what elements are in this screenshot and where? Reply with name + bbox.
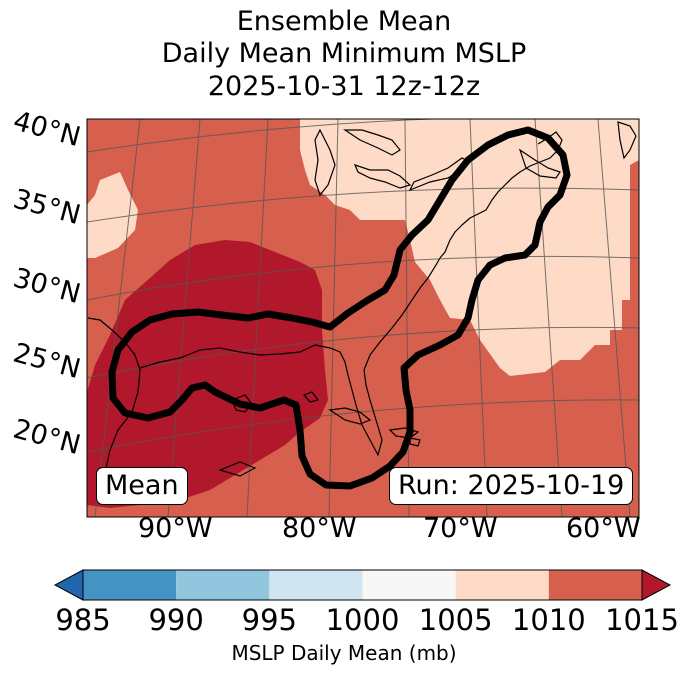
colorbar-tick-label: 1000 xyxy=(325,603,400,637)
map-frame xyxy=(86,118,640,518)
colorbar-tick-label: 1010 xyxy=(511,603,586,637)
map-panel xyxy=(86,118,640,518)
colorbar-bin-1000-1005 xyxy=(362,570,456,600)
lon-label-70w: 70°W xyxy=(423,513,498,544)
colorbar-tick-label: 1005 xyxy=(418,603,493,637)
chart-title-line-1: Ensemble Mean xyxy=(236,6,452,37)
run-date-box: Run: 2025-10-19 xyxy=(389,467,634,505)
colorbar-bin-990-995 xyxy=(176,570,270,600)
colorbar-tick-label: 1015 xyxy=(605,603,679,637)
chart-title-line-3: 2025-10-31 12z-12z xyxy=(207,71,481,102)
minimum-mslp-contour xyxy=(108,126,571,490)
colorbar xyxy=(53,569,672,601)
colorbar-tick-label: 985 xyxy=(55,603,111,637)
colorbar-extend-low xyxy=(53,569,84,601)
lon-label-60w: 60°W xyxy=(566,513,641,544)
pressure-field-1005-1010-northeast xyxy=(300,119,639,376)
colorbar-bin-985-990 xyxy=(83,570,177,600)
mean-label-box: Mean xyxy=(96,467,188,505)
colorbar-tick-label: 995 xyxy=(241,603,298,637)
lon-label-90w: 90°W xyxy=(138,513,213,544)
colorbar-frame xyxy=(82,569,643,601)
colorbar-bin-1005-1010 xyxy=(455,570,549,600)
colorbar-extend-high xyxy=(641,569,672,601)
chart-title-line-2: Daily Mean Minimum MSLP xyxy=(161,38,527,69)
colorbar-tick-label: 990 xyxy=(148,603,204,637)
pressure-field-1005-1010-west xyxy=(87,172,138,258)
colorbar-label: MSLP Daily Mean (mb) xyxy=(231,641,457,665)
colorbar-bin-1010-1015 xyxy=(548,570,642,600)
colorbar-bin-995-1000 xyxy=(269,570,363,600)
coastlines xyxy=(87,121,637,479)
lon-label-80w: 80°W xyxy=(282,513,357,544)
